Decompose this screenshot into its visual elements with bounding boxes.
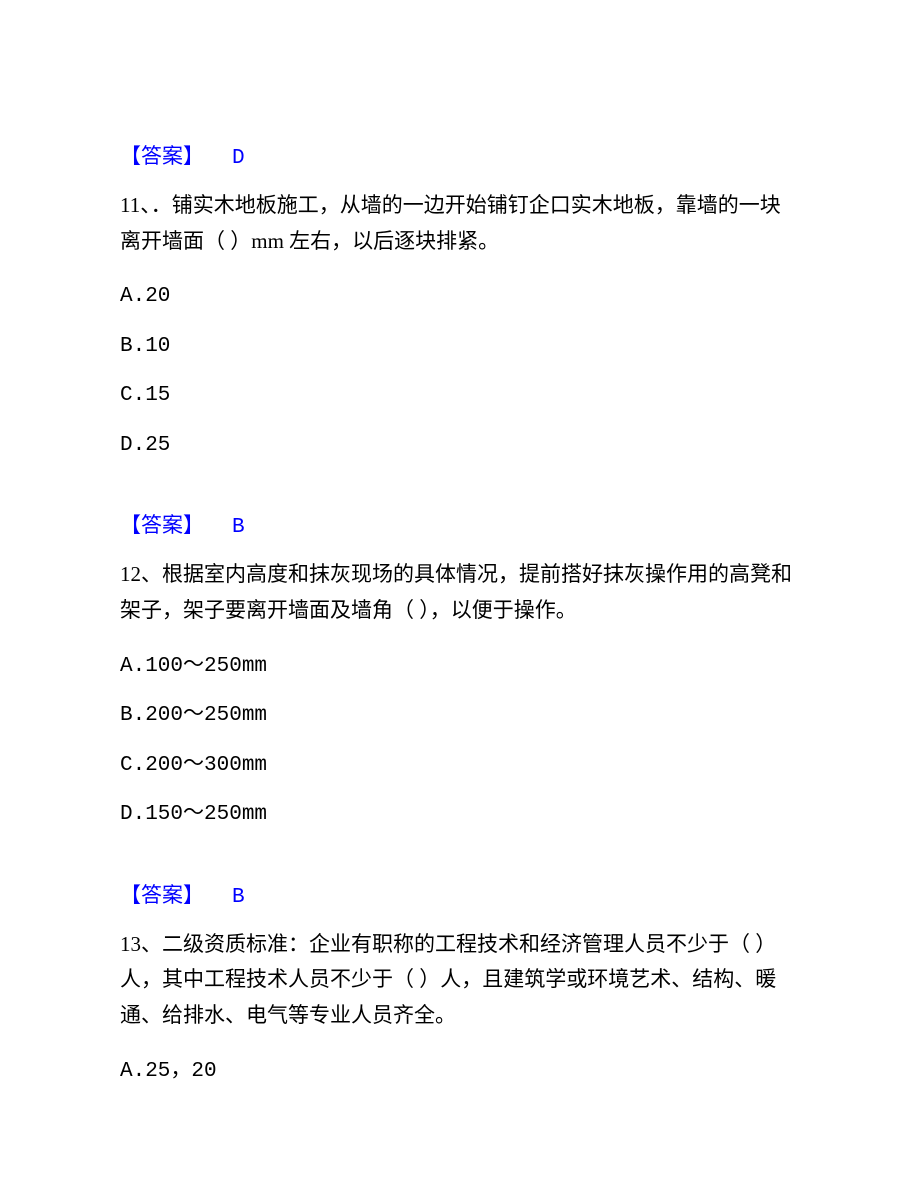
answer-12: 【答案】 B [120, 879, 800, 909]
answer-label: 【答案】 [120, 883, 204, 907]
answer-letter: B [232, 516, 245, 539]
document-content: 【答案】 D 11、．铺实木地板施工，从墙的一边开始铺钉企口实木地板，靠墙的一块离… [0, 0, 920, 1087]
question-13-text: 13、二级资质标准：企业有职称的工程技术和经济管理人员不少于（ ）人，其中工程技… [120, 927, 800, 1034]
answer-label: 【答案】 [120, 144, 204, 168]
question-13-option-a: A.25，20 [120, 1056, 800, 1088]
answer-letter: D [232, 147, 245, 170]
question-12-option-b: B.200～250mm [120, 700, 800, 732]
question-11-option-b: B.10 [120, 331, 800, 363]
question-12-option-c: C.200～300mm [120, 750, 800, 782]
answer-letter: B [232, 886, 245, 909]
answer-10: 【答案】 D [120, 140, 800, 170]
answer-11: 【答案】 B [120, 509, 800, 539]
question-11-option-c: C.15 [120, 380, 800, 412]
question-11-text: 11、．铺实木地板施工，从墙的一边开始铺钉企口实木地板，靠墙的一块离开墙面（ ）… [120, 188, 800, 259]
answer-label: 【答案】 [120, 513, 204, 537]
question-11-option-a: A.20 [120, 281, 800, 313]
question-12-option-d: D.150～250mm [120, 799, 800, 831]
question-12-text: 12、根据室内高度和抹灰现场的具体情况，提前搭好抹灰操作用的高凳和架子，架子要离… [120, 557, 800, 628]
question-11-option-d: D.25 [120, 430, 800, 462]
question-12-option-a: A.100～250mm [120, 651, 800, 683]
